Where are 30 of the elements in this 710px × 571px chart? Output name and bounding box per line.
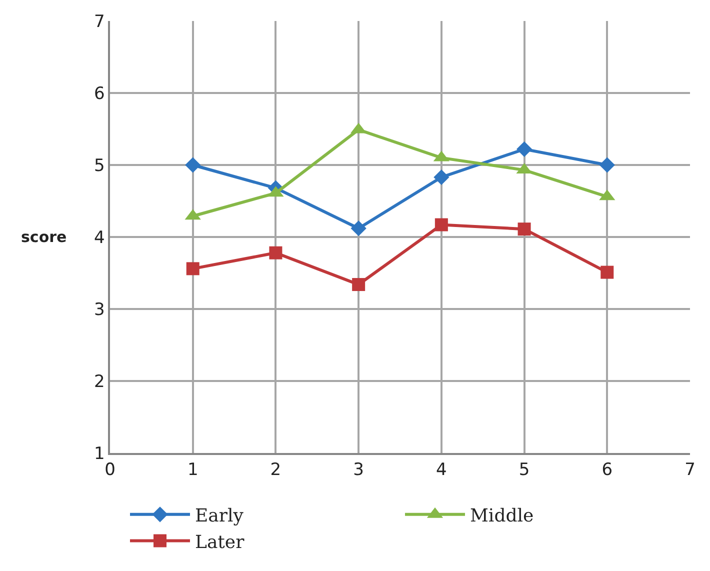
x-tick-label: 0 (104, 460, 116, 480)
point (434, 218, 448, 232)
point (516, 141, 532, 157)
x-tick-label: 5 (518, 460, 530, 480)
y-tick-label: 7 (94, 12, 105, 32)
point (599, 157, 615, 173)
point (434, 169, 450, 186)
point (185, 157, 201, 173)
x-tick-label: 2 (270, 460, 282, 480)
y-tick-label: 1 (94, 444, 105, 464)
y-tick-label: 5 (94, 156, 105, 176)
x-tick-label: 1 (187, 460, 198, 480)
point (518, 222, 531, 236)
y-tick-label: 3 (94, 300, 105, 320)
y-tick-label: 4 (94, 228, 105, 248)
point (186, 262, 200, 276)
legend-label: Later (195, 532, 245, 553)
x-tick-label: 4 (436, 460, 447, 480)
point (269, 246, 282, 260)
y-axis-title: score (21, 228, 67, 246)
x-tick-label: 3 (353, 460, 364, 480)
legend-label: Middle (470, 505, 534, 526)
y-tick-label: 2 (94, 372, 105, 392)
point (600, 266, 614, 279)
x-tick-label: 7 (684, 460, 696, 480)
y-tick-label: 6 (94, 84, 105, 104)
point (350, 220, 366, 236)
x-tick-label: 6 (602, 460, 613, 480)
point (352, 278, 366, 292)
legend-label: Early (195, 505, 244, 526)
